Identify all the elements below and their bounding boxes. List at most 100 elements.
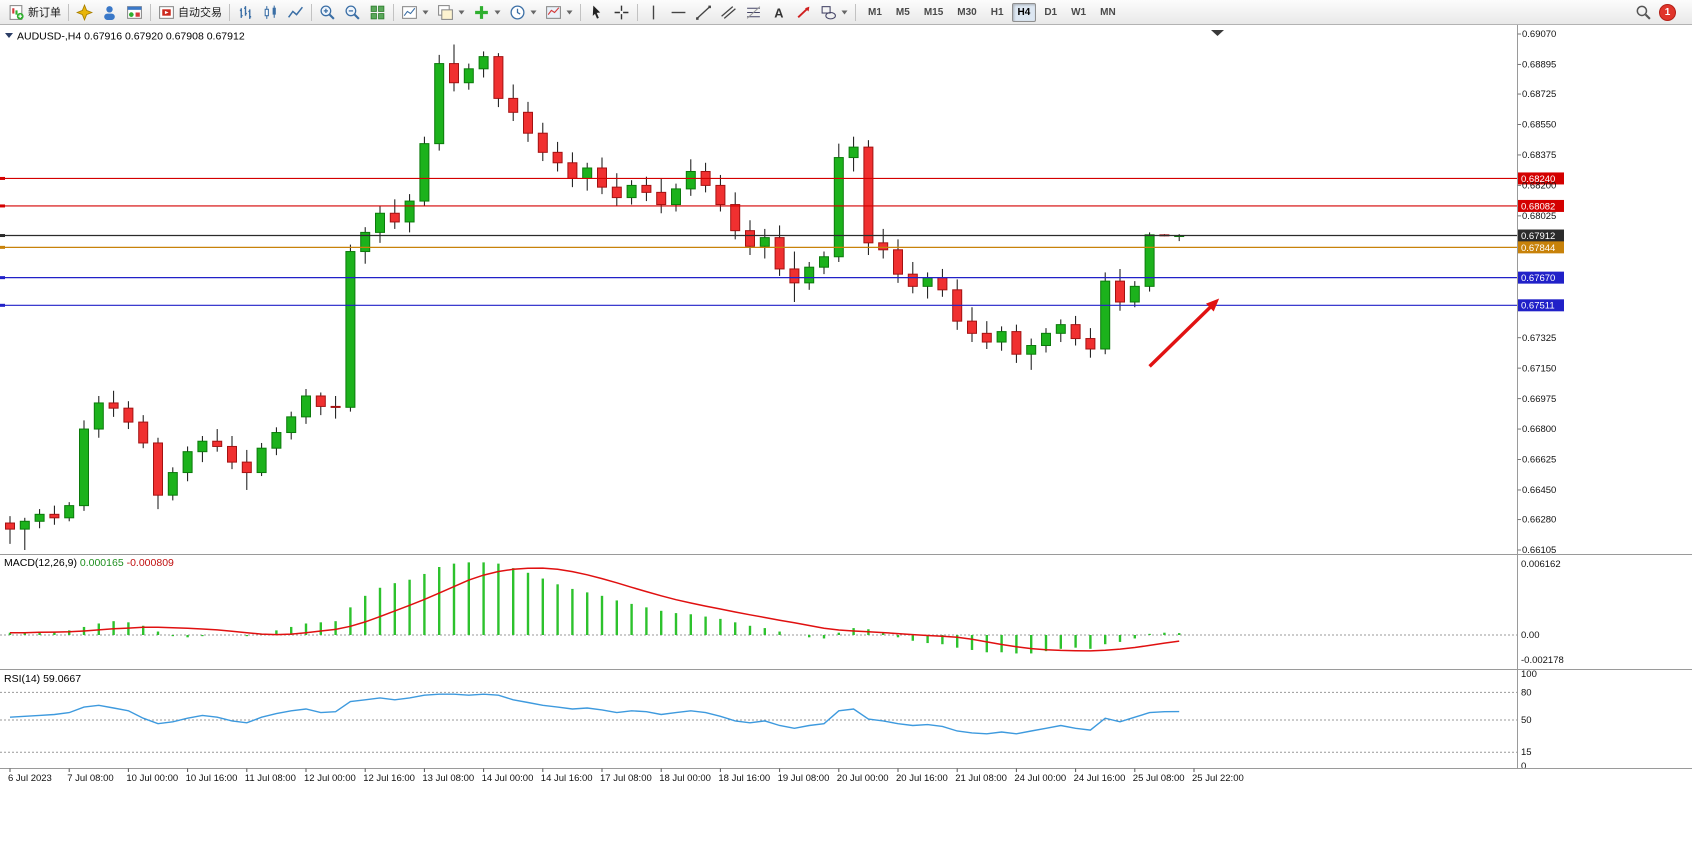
time-axis-label: 7 Jul 08:00 bbox=[67, 773, 113, 784]
terminal-button[interactable] bbox=[122, 1, 147, 23]
price-axis-label: 0.68895 bbox=[1522, 60, 1556, 71]
channel-tool-button[interactable] bbox=[716, 1, 741, 23]
chart-window: 0.68240 0.68082 0.67912 0.67844 0.67670 0.675… bbox=[0, 25, 1692, 850]
toolbar-separator bbox=[311, 3, 312, 21]
bar-chart-mode-button[interactable] bbox=[233, 1, 258, 23]
toolbar-separator bbox=[68, 3, 69, 21]
timeframe-button-d1[interactable]: D1 bbox=[1044, 6, 1058, 18]
timeframe-button-m1[interactable]: M1 bbox=[868, 6, 882, 18]
macd-signal-line bbox=[10, 567, 1180, 652]
price-axis-label: 0.68200 bbox=[1522, 181, 1556, 192]
time-scale[interactable]: 6 Jul 2023 7 Jul 08:00 10 Jul 00:00 10 Jul … bbox=[0, 768, 1692, 785]
profiles-icon bbox=[437, 4, 454, 21]
horizontal-line-icon bbox=[670, 4, 687, 21]
new-chart-button[interactable] bbox=[397, 1, 433, 23]
toolbar-separator bbox=[855, 3, 856, 21]
time-axis-label: 25 Jul 22:00 bbox=[1192, 773, 1244, 784]
time-axis-label: 12 Jul 00:00 bbox=[304, 773, 356, 784]
price-axis-label: 0.69070 bbox=[1522, 29, 1556, 40]
vertical-line-icon bbox=[645, 4, 662, 21]
timeframe-button-w1[interactable]: W1 bbox=[1071, 6, 1087, 18]
candlestick-chart-icon bbox=[262, 4, 279, 21]
cursor-tool-button[interactable] bbox=[584, 1, 609, 23]
fibonacci-tool-button[interactable] bbox=[741, 1, 766, 23]
macd-pane: MACD(12,26,9) 0.000165 -0.000809 0.006162… bbox=[0, 557, 1564, 666]
vertical-line-tool-button[interactable] bbox=[641, 1, 666, 23]
rsi-axis-label: 15 bbox=[1521, 747, 1532, 758]
arrows-tool-button[interactable] bbox=[791, 1, 816, 23]
timeframe-button-h4[interactable]: H4 bbox=[1011, 2, 1037, 22]
templates-button[interactable] bbox=[541, 1, 577, 23]
rsi-pane: RSI(14) 59.0667 100 80 50 15 0 bbox=[0, 669, 1537, 772]
navigator-button[interactable] bbox=[72, 1, 97, 23]
time-axis-label: 18 Jul 00:00 bbox=[659, 773, 711, 784]
price-badge bbox=[1518, 241, 1564, 254]
price-axis-label: 0.68025 bbox=[1522, 211, 1556, 222]
timeframe-button-mn[interactable]: MN bbox=[1100, 6, 1116, 18]
template-icon bbox=[545, 4, 562, 21]
time-axis-label: 19 Jul 08:00 bbox=[778, 773, 830, 784]
time-axis-label: 11 Jul 08:00 bbox=[245, 773, 296, 784]
time-axis-label: 6 Jul 2023 bbox=[8, 773, 52, 784]
market-watch-person-icon bbox=[101, 4, 118, 21]
profiles-button[interactable] bbox=[433, 1, 469, 23]
time-axis-label: 14 Jul 16:00 bbox=[541, 773, 593, 784]
new-order-button[interactable]: 新订单 bbox=[4, 1, 65, 23]
symbol-dropdown-icon[interactable] bbox=[5, 33, 13, 38]
arrow-annotation[interactable] bbox=[1148, 298, 1220, 368]
bar-chart-icon bbox=[237, 4, 254, 21]
line-chart-icon bbox=[287, 4, 304, 21]
candles bbox=[5, 44, 1185, 550]
autotrading-label: 自动交易 bbox=[178, 7, 222, 19]
timeframe-group: M1 M5 M15 M30 H1 H4 D1 W1 MN bbox=[861, 2, 1123, 22]
price-axis-label: 0.68725 bbox=[1522, 89, 1556, 100]
timeframe-button-m30[interactable]: M30 bbox=[957, 6, 977, 18]
periods-button[interactable] bbox=[505, 1, 541, 23]
notification-badge[interactable]: 1 bbox=[1659, 3, 1676, 21]
price-badge-label: 0.67670 bbox=[1521, 273, 1555, 284]
timeframe-button-m15[interactable]: M15 bbox=[923, 6, 944, 18]
text-tool-button[interactable]: A bbox=[766, 1, 791, 23]
toolbar-right-group: 1 bbox=[1635, 3, 1688, 21]
line-left-marker bbox=[0, 204, 5, 208]
price-axis-label: 0.66450 bbox=[1522, 485, 1556, 496]
line-chart-mode-button[interactable] bbox=[283, 1, 308, 23]
price-axis-label: 0.68550 bbox=[1522, 120, 1556, 131]
price-badge bbox=[1518, 229, 1564, 242]
price-scale[interactable]: 0.69070 0.68895 0.68725 0.68550 0.68375 0.682… bbox=[1517, 25, 1557, 769]
candlestick-mode-button[interactable] bbox=[258, 1, 283, 23]
autotrading-icon bbox=[158, 4, 175, 21]
rsi-line bbox=[9, 693, 1180, 735]
price-axis-label: 0.67150 bbox=[1522, 363, 1556, 374]
price-axis-label: 0.66975 bbox=[1522, 394, 1556, 405]
timeframe-button-h1[interactable]: H1 bbox=[990, 6, 1004, 18]
macd-label: MACD(12,26,9) 0.000165 -0.000809 bbox=[4, 557, 174, 569]
zoom-in-button[interactable] bbox=[315, 1, 340, 23]
search-icon[interactable] bbox=[1635, 4, 1652, 21]
market-watch-button[interactable] bbox=[97, 1, 122, 23]
zoom-out-button[interactable] bbox=[340, 1, 365, 23]
crosshair-tool-button[interactable] bbox=[609, 1, 634, 23]
indicators-button[interactable] bbox=[469, 1, 505, 23]
price-axis-label: 0.68375 bbox=[1522, 150, 1556, 161]
price-axis-label: 0.66105 bbox=[1522, 545, 1556, 556]
trendline-tool-button[interactable] bbox=[691, 1, 716, 23]
chart-shift-marker[interactable] bbox=[1211, 30, 1224, 36]
cursor-icon bbox=[588, 4, 605, 21]
time-axis-label: 20 Jul 00:00 bbox=[837, 773, 889, 784]
shapes-tool-button[interactable] bbox=[816, 1, 852, 23]
horizontal-line-tool-button[interactable] bbox=[666, 1, 691, 23]
line-left-marker bbox=[0, 303, 5, 307]
chart-title-group: AUDUSD-,H4 0.67916 0.67920 0.67908 0.679… bbox=[5, 31, 245, 43]
zoom-in-icon bbox=[319, 4, 336, 21]
chevron-down-icon bbox=[494, 10, 501, 15]
tile-windows-button[interactable] bbox=[365, 1, 390, 23]
macd-axis-label: 0.00 bbox=[1521, 630, 1540, 641]
time-axis-label: 24 Jul 00:00 bbox=[1014, 773, 1066, 784]
time-axis-label: 25 Jul 08:00 bbox=[1133, 773, 1185, 784]
autotrading-button[interactable]: 自动交易 bbox=[154, 1, 226, 23]
timeframe-button-m5[interactable]: M5 bbox=[895, 6, 910, 18]
chevron-down-icon bbox=[458, 10, 465, 15]
